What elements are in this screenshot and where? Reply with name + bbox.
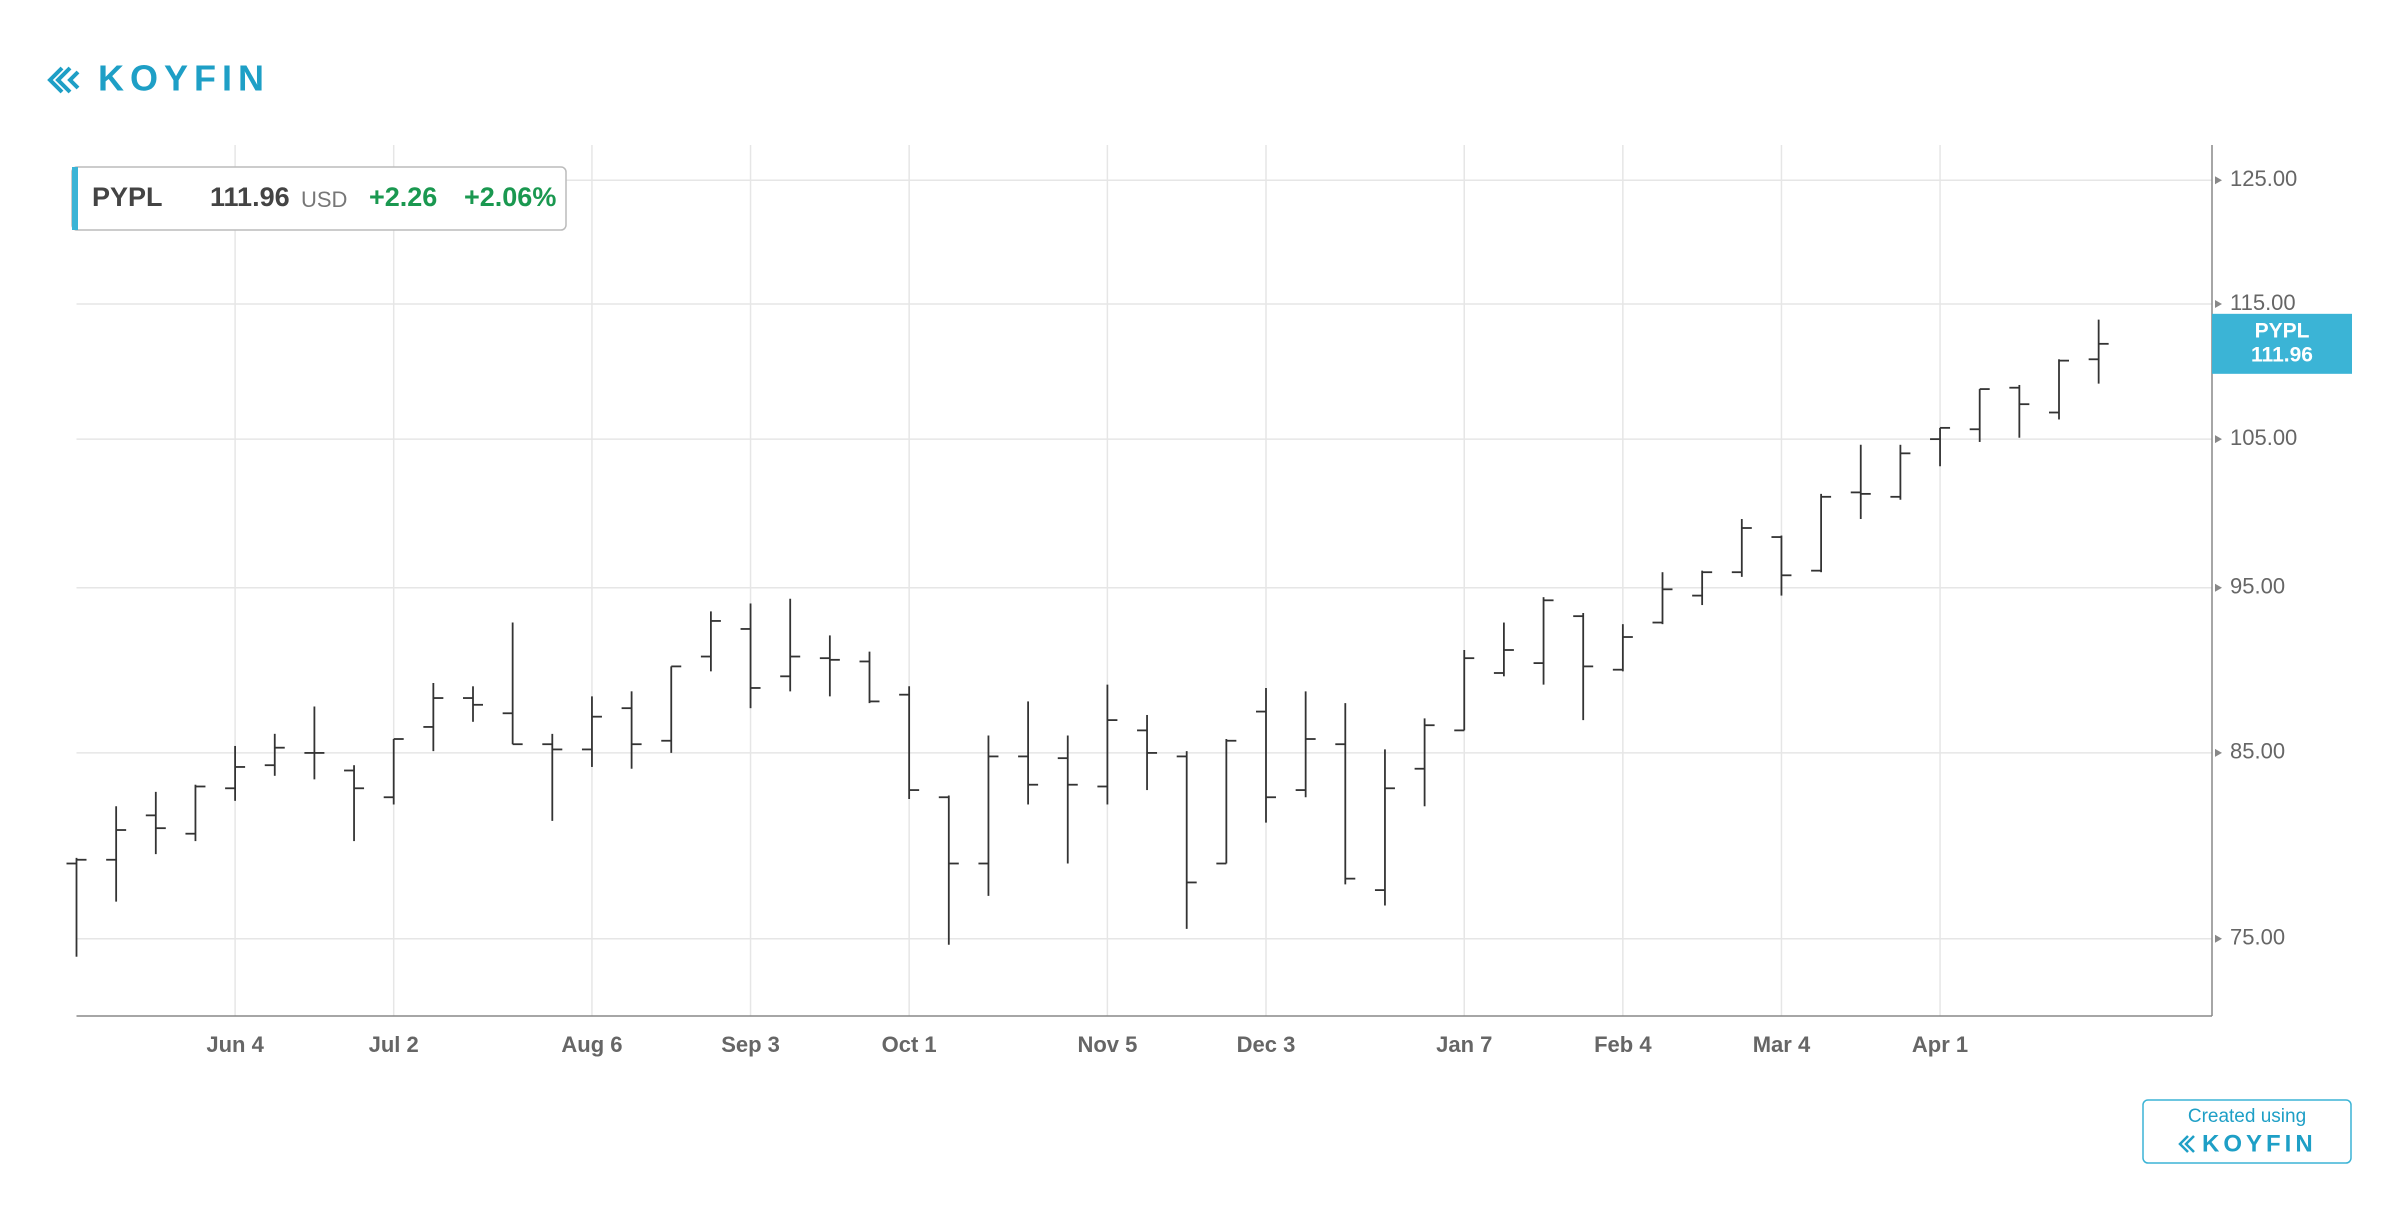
y-tick-label: 85.00	[2230, 739, 2285, 764]
price-badge-symbol: PYPL	[2255, 319, 2310, 342]
x-tick-label: Oct 1	[882, 1032, 937, 1057]
footer-frame	[2142, 1099, 2352, 1164]
quote-symbol: PYPL	[92, 182, 163, 212]
quote-price: 111.96	[210, 182, 290, 212]
footer-logo: KOYFIN	[2202, 1130, 2317, 1157]
logo: KOYFIN	[47, 58, 270, 99]
footer-icon	[2178, 1135, 2195, 1153]
y-tick-mark	[2215, 300, 2222, 309]
price-badge-value: 111.96	[2251, 343, 2313, 366]
y-tick-mark	[2215, 934, 2222, 943]
y-tick-mark	[2215, 435, 2222, 444]
y-tick-mark	[2215, 176, 2222, 185]
quote-box: PYPL 111.96 USD +2.26 +2.06%	[71, 166, 567, 231]
quote-change: +2.26	[369, 182, 437, 212]
x-tick-label: Jul 2	[369, 1032, 419, 1057]
x-tick-label: Feb 4	[1594, 1032, 1652, 1057]
logo-text: KOYFIN	[98, 58, 270, 99]
x-tick-label: Apr 1	[1912, 1032, 1968, 1057]
x-tick-label: Sep 3	[721, 1032, 780, 1057]
y-tick-label: 75.00	[2230, 925, 2285, 950]
y-tick-mark	[2215, 583, 2222, 592]
plot-area: Jun 4 Jul 2 Aug 6 Sep 3 Oct 1 Nov 5 Dec 3 Jan 7…	[66, 145, 2352, 1057]
x-tick-label: Nov 5	[1077, 1032, 1137, 1057]
x-tick-label: Mar 4	[1753, 1032, 1811, 1057]
y-tick-label: 105.00	[2230, 425, 2297, 450]
footer-badge: Created using KOYFIN	[2142, 1099, 2352, 1164]
y-tick-label: 125.00	[2230, 166, 2297, 191]
y-tick-label: 95.00	[2230, 574, 2285, 599]
quote-accent	[72, 167, 78, 230]
x-tick-label: Dec 3	[1237, 1032, 1296, 1057]
logo-icon	[47, 66, 80, 94]
quote-currency: USD	[301, 187, 347, 212]
y-tick-mark	[2215, 748, 2222, 757]
price-badge	[2212, 313, 2352, 374]
footer-text: Created using	[2188, 1106, 2306, 1127]
quote-change-pct: +2.06%	[464, 182, 556, 212]
x-tick-label: Jan 7	[1436, 1032, 1492, 1057]
x-tick-label: Aug 6	[561, 1032, 622, 1057]
x-tick-label: Jun 4	[206, 1032, 264, 1057]
y-tick-label: 115.00	[2230, 290, 2296, 315]
